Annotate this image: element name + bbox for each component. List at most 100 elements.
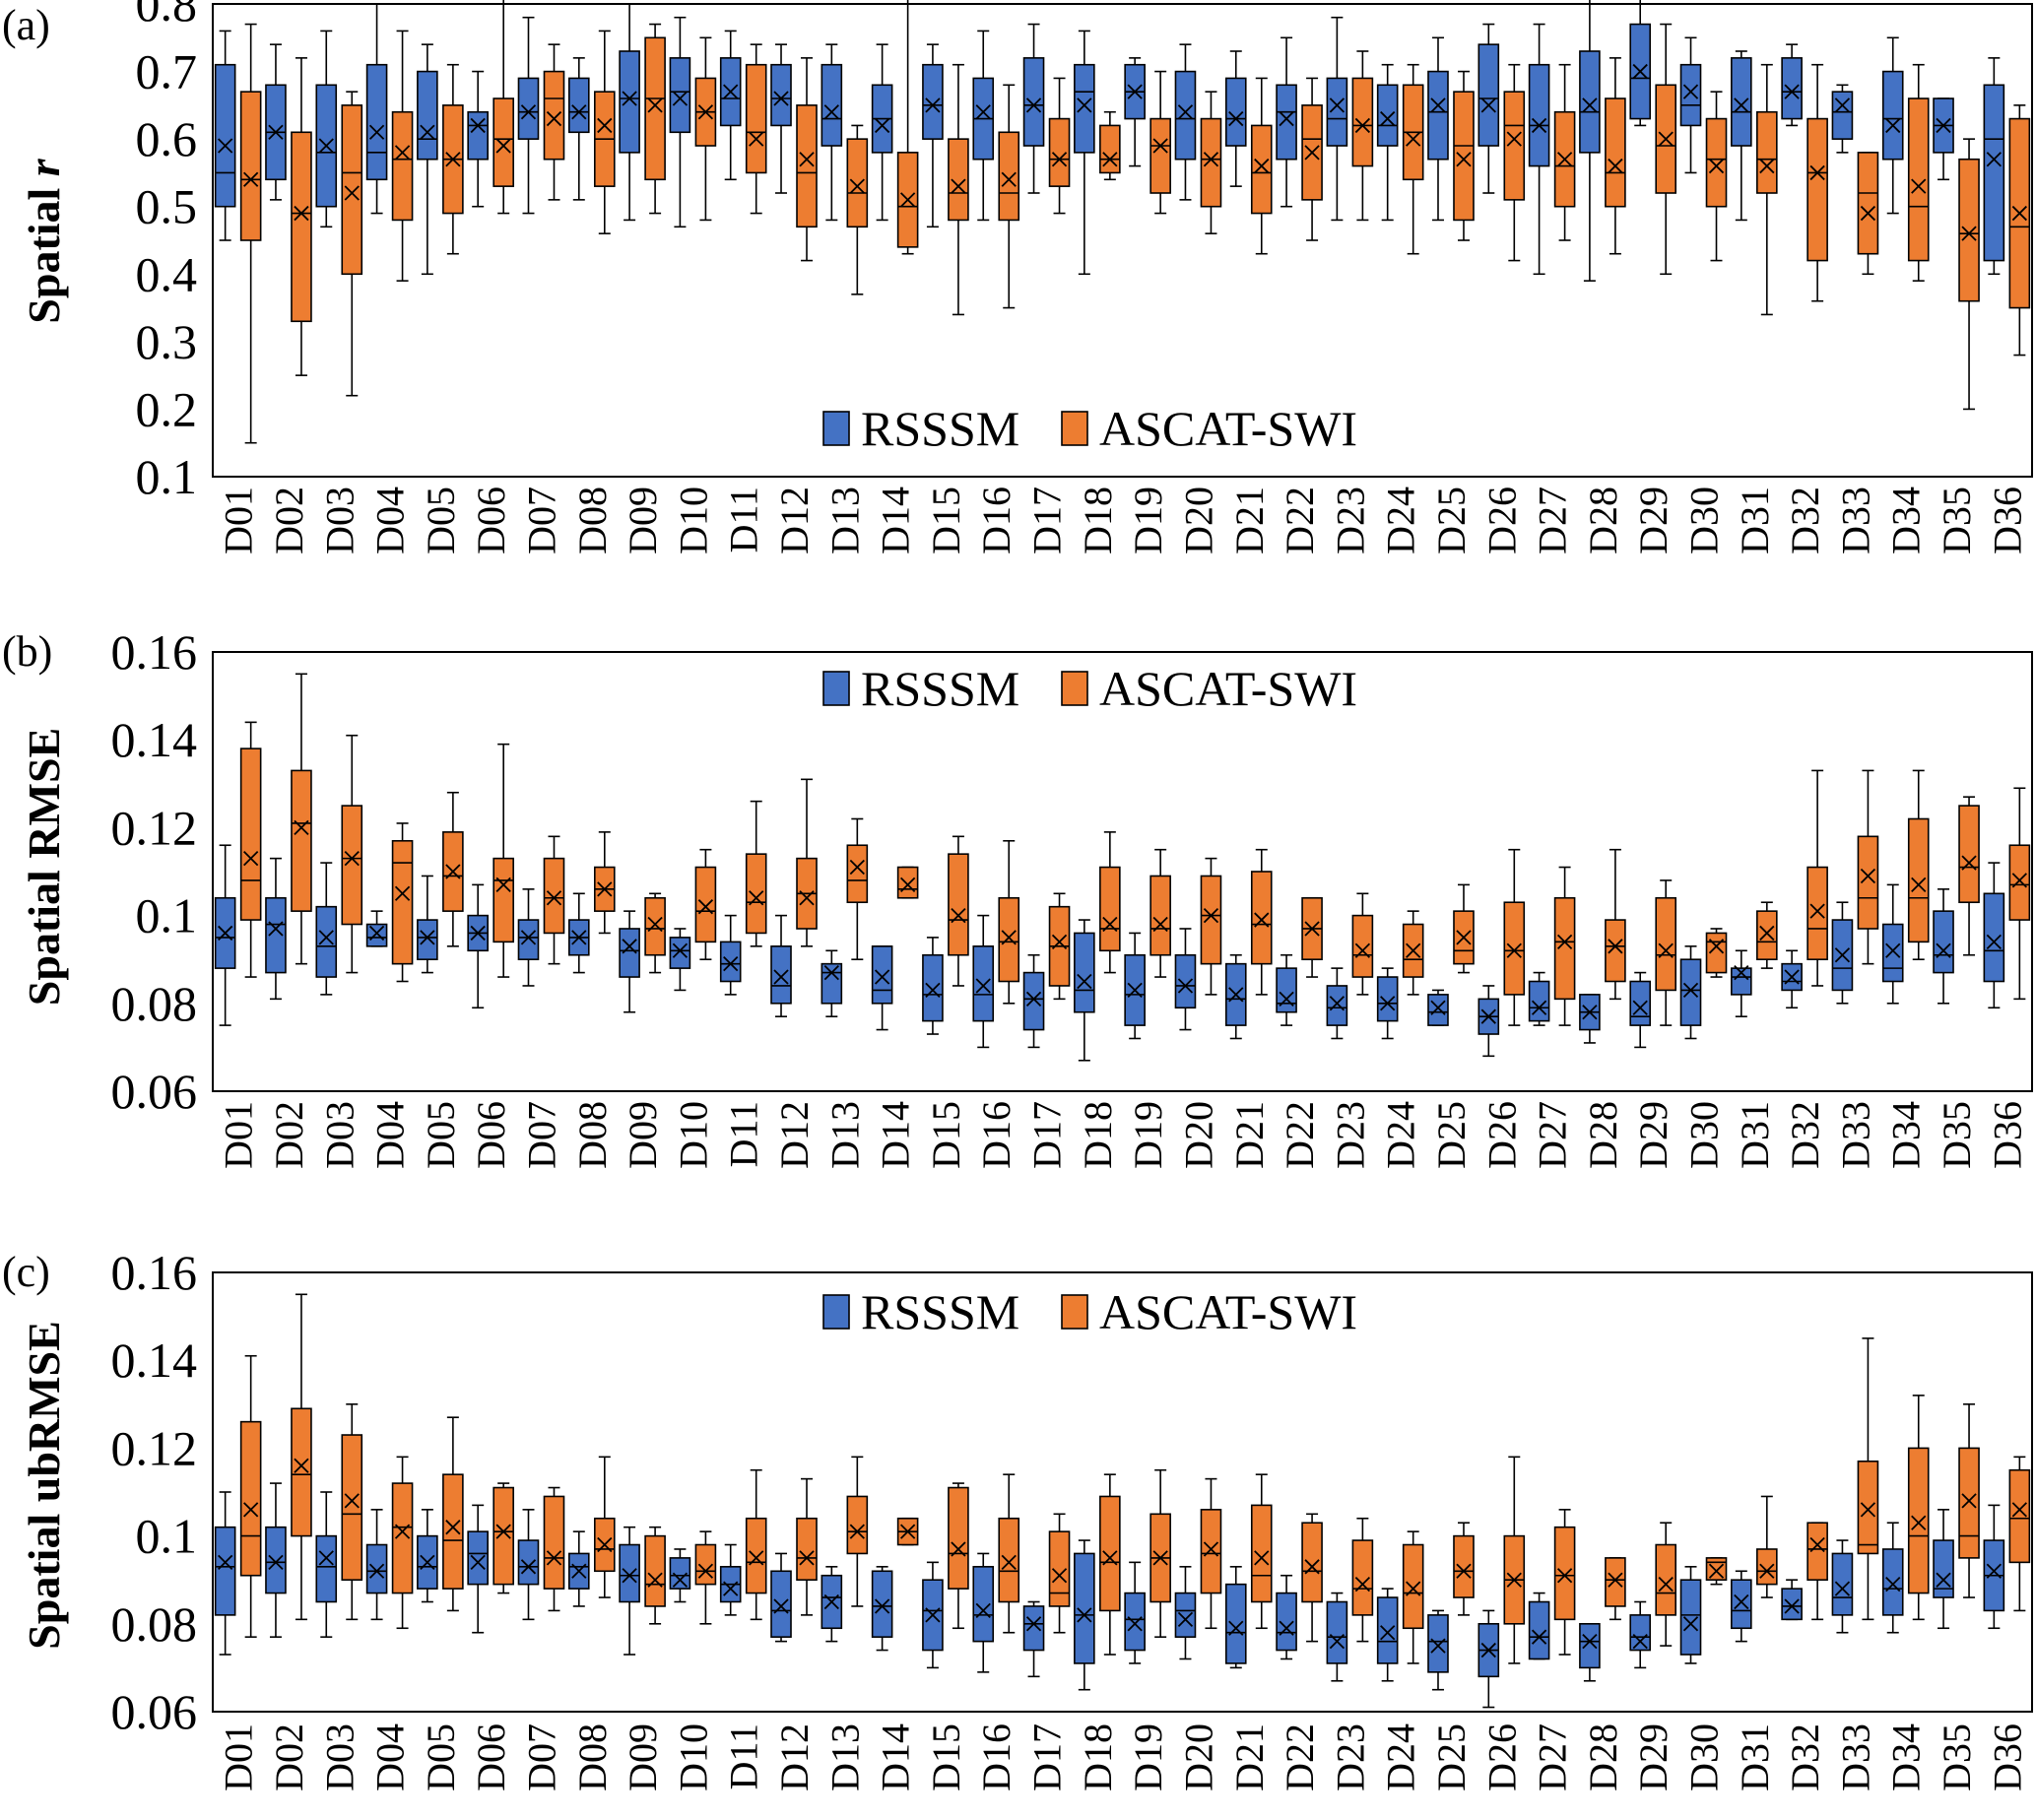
box-D33 — [1857, 1337, 1879, 1621]
mean-marker — [1380, 110, 1396, 127]
mean-marker — [1456, 1563, 1472, 1579]
box-D21 — [1250, 848, 1273, 996]
box-body — [1478, 43, 1500, 147]
box-body — [1224, 1583, 1247, 1664]
box-D32 — [1806, 1522, 1828, 1621]
box-body — [1276, 1592, 1297, 1652]
box-D10 — [694, 1530, 717, 1625]
box-D20 — [1200, 857, 1222, 996]
mean-marker — [1556, 934, 1573, 949]
x-tick-label: D23 — [1328, 487, 1372, 554]
box-D32 — [1806, 769, 1828, 987]
box-body — [1756, 110, 1778, 194]
mean-marker — [495, 138, 511, 154]
x-tick-label: D06 — [469, 1101, 513, 1169]
box-body — [694, 866, 717, 943]
x-tick-label: D14 — [874, 1723, 918, 1791]
mean-marker — [344, 1493, 360, 1509]
mean-marker — [697, 1563, 714, 1579]
y-tick-label: 0.16 — [111, 624, 198, 680]
mean-marker — [1102, 916, 1118, 933]
mean-marker — [268, 124, 284, 140]
x-tick-label: D21 — [1227, 1101, 1272, 1169]
box-body — [871, 945, 893, 1005]
y-tick-label: 0.12 — [111, 1420, 198, 1475]
box-D08 — [593, 30, 616, 234]
mean-marker — [394, 1524, 411, 1539]
mean-marker — [445, 152, 461, 167]
box-D22 — [1276, 36, 1297, 208]
box-D17 — [1048, 892, 1071, 1001]
box-body — [1351, 77, 1374, 167]
mean-marker — [951, 907, 966, 924]
box-D07 — [517, 888, 540, 987]
box-body — [1933, 910, 1954, 974]
box-body — [1831, 1552, 1854, 1616]
mean-marker — [723, 1581, 739, 1596]
mean-marker — [344, 185, 360, 201]
box-body — [1605, 98, 1626, 208]
series-ascat-swi — [239, 0, 2031, 444]
x-tick-label: D06 — [469, 487, 513, 554]
box-D20 — [1174, 928, 1197, 1031]
x-tick-label: D14 — [874, 1101, 918, 1169]
box-D12 — [796, 57, 818, 262]
mean-marker — [1961, 855, 1977, 871]
x-tick-label: D10 — [671, 1101, 715, 1169]
box-body — [442, 1473, 464, 1590]
box-body — [948, 1486, 969, 1590]
legend: RSSSM ASCAT-SWI — [822, 1284, 1357, 1339]
box-D09 — [644, 23, 666, 215]
x-tick-label: D03 — [317, 1723, 361, 1791]
mean-marker — [1911, 1515, 1927, 1530]
series-ascat-swi — [239, 673, 2031, 1026]
box-body — [1453, 1534, 1475, 1598]
box-body — [1958, 1447, 1980, 1559]
mean-marker — [1152, 1550, 1168, 1566]
mean-marker — [1759, 1563, 1775, 1579]
x-tick-label: D15 — [924, 487, 968, 554]
box-D33 — [1831, 84, 1854, 154]
box-D15 — [948, 1482, 969, 1630]
mean-marker — [1480, 1008, 1496, 1024]
x-tick-label: D09 — [621, 1101, 665, 1169]
box-D30 — [1679, 1566, 1702, 1664]
box-body — [998, 896, 1020, 983]
mean-marker — [1658, 131, 1674, 147]
mean-marker — [1834, 98, 1851, 113]
mean-marker — [1430, 1000, 1446, 1015]
box-body — [1224, 77, 1247, 147]
y-tick-label: 0.6 — [136, 111, 198, 166]
mean-marker — [218, 138, 233, 154]
mean-marker — [520, 104, 537, 120]
x-tick-label: D11 — [722, 487, 766, 552]
box-D04 — [391, 822, 414, 983]
box-D02 — [265, 43, 287, 201]
box-D34 — [1881, 883, 1904, 1005]
box-body — [567, 77, 590, 134]
box-body — [644, 1534, 666, 1607]
x-tick-label: D11 — [722, 1101, 766, 1167]
y-axis-label: Spatial ubRMSE — [19, 1321, 69, 1650]
mean-marker — [1354, 942, 1371, 958]
mean-marker — [420, 930, 435, 945]
x-tick-label: D04 — [368, 1101, 413, 1169]
y-tick-label: 0.16 — [111, 1245, 198, 1300]
box-D34 — [1881, 36, 1904, 215]
box-D06 — [467, 70, 489, 208]
box-body — [669, 937, 691, 969]
mean-marker — [773, 1598, 789, 1614]
legend: RSSSM ASCAT-SWI — [822, 401, 1357, 456]
mean-marker — [597, 1536, 613, 1553]
x-tick-label: D35 — [1935, 1723, 1979, 1791]
box-D25 — [1453, 883, 1475, 974]
mean-marker — [1001, 171, 1017, 187]
box-D13 — [846, 1456, 869, 1607]
box-D03 — [341, 734, 363, 974]
box-body — [745, 63, 767, 174]
x-tick-label: D25 — [1429, 1101, 1474, 1169]
y-axis-label: Spatial RMSE — [19, 728, 69, 1006]
legend-swatch-ascat — [1061, 1294, 1088, 1330]
mean-marker — [1809, 164, 1825, 181]
box-body — [1048, 117, 1071, 187]
